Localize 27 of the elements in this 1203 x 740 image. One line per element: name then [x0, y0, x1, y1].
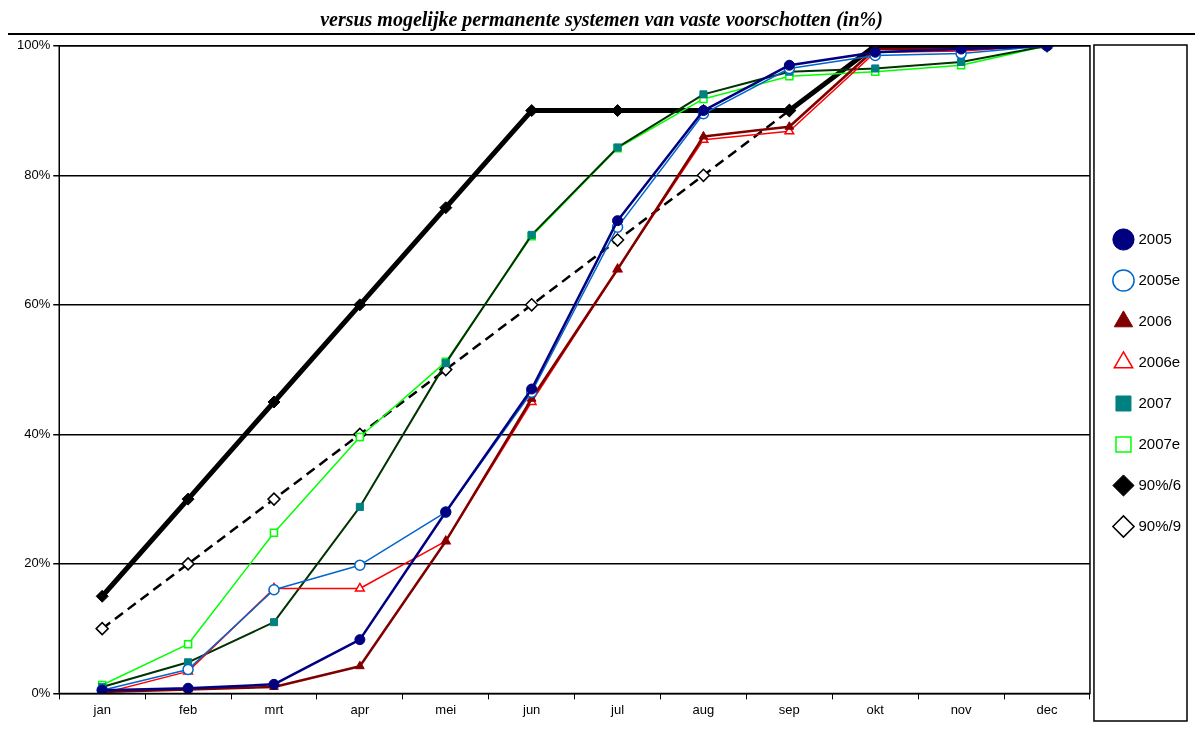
x-tick-label: okt — [866, 701, 885, 717]
x-tick-label: apr — [350, 701, 370, 717]
legend-label: 2005e — [1138, 270, 1181, 288]
chart-title: versus mogelijke permanente systemen van vaste voorschotten (in%) — [8, 8, 1195, 35]
legend-label: 2007 — [1138, 393, 1172, 411]
x-tick-label: nov — [950, 701, 973, 717]
y-tick-label: 100% — [17, 37, 51, 53]
y-tick-label: 80% — [24, 166, 51, 182]
x-tick-label: sep — [778, 701, 800, 717]
x-tick-label: jan — [92, 701, 111, 717]
y-tick-label: 0% — [31, 684, 51, 700]
y-tick-label: 20% — [24, 555, 51, 571]
legend-label: 2007e — [1138, 434, 1181, 452]
x-tick-label: aug — [692, 701, 715, 717]
legend-label: 2006 — [1138, 311, 1172, 329]
legend-label: 2006e — [1138, 352, 1181, 370]
legend-label: 90%/6 — [1138, 475, 1182, 493]
y-tick-label: 60% — [24, 296, 51, 312]
x-tick-label: feb — [179, 701, 198, 717]
x-tick-label: mei — [435, 701, 457, 717]
y-tick-label: 40% — [24, 425, 51, 441]
x-tick-label: mrt — [264, 701, 284, 717]
x-tick-label: dec — [1036, 701, 1058, 717]
x-tick-label: jul — [610, 701, 625, 717]
legend-label: 90%/9 — [1138, 516, 1182, 534]
x-tick-label: jun — [521, 701, 541, 717]
legend-label: 2005 — [1138, 229, 1172, 247]
